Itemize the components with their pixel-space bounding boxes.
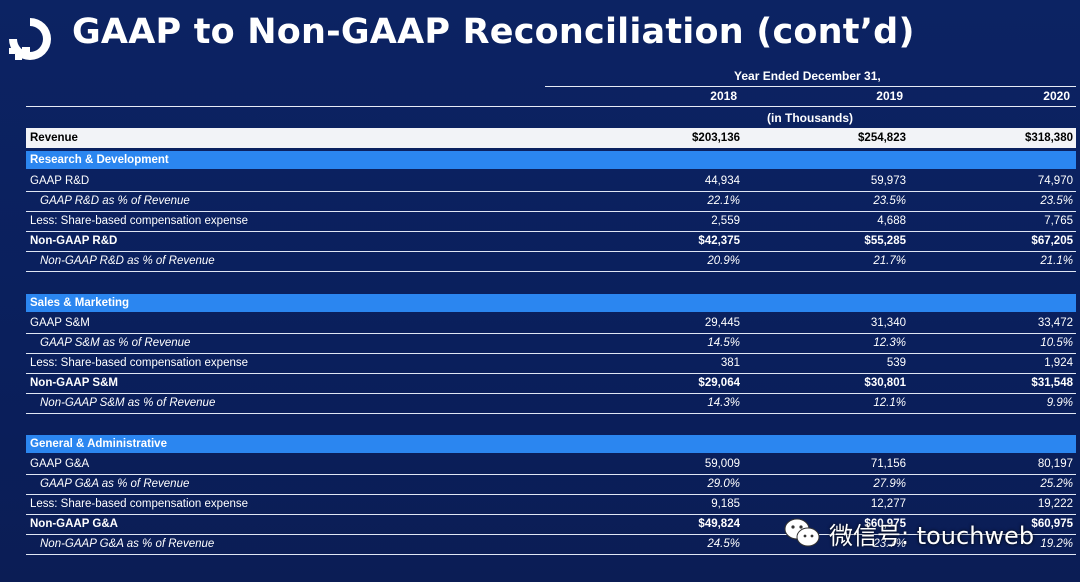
value-2018: 24.5% <box>707 538 740 550</box>
value-2018: 44,934 <box>704 175 740 187</box>
value-2018: 14.5% <box>707 337 740 349</box>
year-2020: 2020 <box>1043 89 1070 103</box>
value-2019: 23.7% <box>873 538 906 550</box>
value-2019: $30,801 <box>864 377 906 389</box>
wechat-watermark: 微信号: touchweb <box>783 515 1034 551</box>
revenue-row: Revenue $203,136 $254,823 $318,380 <box>26 128 1076 148</box>
value-2020: 74,970 <box>1037 175 1073 187</box>
value-2020: 10.5% <box>1040 337 1073 349</box>
value-2018: 2,559 <box>711 215 740 227</box>
value-2019: 27.9% <box>873 478 906 490</box>
value-2020: 33,472 <box>1037 317 1073 329</box>
value-2018: 29.0% <box>707 478 740 490</box>
value-2018: 381 <box>720 357 740 369</box>
value-2019: 12.1% <box>873 397 906 409</box>
row-label: Revenue <box>30 132 78 144</box>
value-2018: $203,136 <box>692 132 740 144</box>
value-2019: $254,823 <box>858 132 906 144</box>
year-2019: 2019 <box>876 89 903 103</box>
table-row: Less: Share-based compensation expense 3… <box>26 354 1076 374</box>
row-label: Less: Share-based compensation expense <box>30 215 249 227</box>
value-2020: 9.9% <box>1046 397 1073 409</box>
row-label: GAAP R&D <box>30 175 90 187</box>
value-2020: 7,765 <box>1044 215 1073 227</box>
table-row: Non-GAAP G&A $49,824 $60,975 $60,975 <box>26 515 1076 535</box>
value-2018: 29,445 <box>704 317 740 329</box>
year-2018: 2018 <box>710 89 737 103</box>
row-label: Non-GAAP R&D as % of Revenue <box>40 255 215 267</box>
value-2019: 12.3% <box>873 337 906 349</box>
value-2019: 4,688 <box>877 215 906 227</box>
section-ga: General & Administrative <box>26 435 1076 453</box>
value-2020: $318,380 <box>1025 132 1073 144</box>
table-row: GAAP G&A 59,009 71,156 80,197 <box>26 455 1076 475</box>
table-row: GAAP G&A as % of Revenue 29.0% 27.9% 25.… <box>26 475 1076 495</box>
value-2019: 21.7% <box>873 255 906 267</box>
row-label: Non-GAAP G&A as % of Revenue <box>40 538 215 550</box>
section-label: General & Administrative <box>30 438 167 450</box>
section-rd: Research & Development <box>26 151 1076 169</box>
table-row: Non-GAAP G&A as % of Revenue 24.5% 23.7%… <box>26 535 1076 555</box>
table-row: GAAP S&M as % of Revenue 14.5% 12.3% 10.… <box>26 334 1076 354</box>
value-2019: 12,277 <box>870 498 906 510</box>
row-label: Non-GAAP S&M as % of Revenue <box>40 397 216 409</box>
row-label: GAAP G&A as % of Revenue <box>40 478 190 490</box>
value-2018: $49,824 <box>698 518 740 530</box>
value-2019: 31,340 <box>870 317 906 329</box>
value-2018: 59,009 <box>704 458 740 470</box>
watermark-text: 微信号: touchweb <box>829 521 1035 550</box>
value-2020: 1,924 <box>1044 357 1073 369</box>
value-2020: 25.2% <box>1040 478 1073 490</box>
value-2019: 23.5% <box>873 195 906 207</box>
row-label: Non-GAAP G&A <box>30 518 118 530</box>
table-row: Non-GAAP S&M $29,064 $30,801 $31,548 <box>26 374 1076 394</box>
table-row: Less: Share-based compensation expense 2… <box>26 212 1076 232</box>
value-2020: 80,197 <box>1037 458 1073 470</box>
value-2019: $60,975 <box>864 518 906 530</box>
table-row: GAAP S&M 29,445 31,340 33,472 <box>26 314 1076 334</box>
value-2020: 19,222 <box>1037 498 1073 510</box>
value-2018: 14.3% <box>707 397 740 409</box>
page-title: GAAP to Non-GAAP Reconciliation (cont’d) <box>72 12 915 52</box>
units-label: (in Thousands) <box>767 111 853 125</box>
value-2020: $31,548 <box>1031 377 1073 389</box>
table-row: Non-GAAP R&D $42,375 $55,285 $67,205 <box>26 232 1076 252</box>
section-sm: Sales & Marketing <box>26 294 1076 312</box>
row-label: Non-GAAP S&M <box>30 377 118 389</box>
row-label: GAAP S&M <box>30 317 90 329</box>
row-label: GAAP R&D as % of Revenue <box>40 195 190 207</box>
value-2019: 539 <box>886 357 906 369</box>
table-row: Non-GAAP S&M as % of Revenue 14.3% 12.1%… <box>26 394 1076 414</box>
value-2018: 9,185 <box>711 498 740 510</box>
table-row: GAAP R&D as % of Revenue 22.1% 23.5% 23.… <box>26 192 1076 212</box>
year-underline <box>26 106 1076 107</box>
value-2020: $67,205 <box>1031 235 1073 247</box>
row-label: Less: Share-based compensation expense <box>30 357 249 369</box>
value-2018: 20.9% <box>707 255 740 267</box>
value-2019: 59,973 <box>870 175 906 187</box>
table-row: Less: Share-based compensation expense 9… <box>26 495 1076 515</box>
value-2020: 19.2% <box>1040 538 1073 550</box>
value-2018: $42,375 <box>698 235 740 247</box>
value-2020: $60,975 <box>1031 518 1073 530</box>
value-2019: $55,285 <box>864 235 906 247</box>
period-underline <box>545 86 1076 87</box>
value-2018: $29,064 <box>698 377 740 389</box>
row-label: Less: Share-based compensation expense <box>30 498 249 510</box>
wechat-icon <box>784 518 820 547</box>
row-label: GAAP S&M as % of Revenue <box>40 337 191 349</box>
digitalocean-logo <box>9 18 51 60</box>
table-row: GAAP R&D 44,934 59,973 74,970 <box>26 172 1076 192</box>
value-2018: 22.1% <box>707 195 740 207</box>
section-label: Research & Development <box>30 154 169 166</box>
section-label: Sales & Marketing <box>30 297 130 309</box>
period-header: Year Ended December 31, <box>734 69 881 83</box>
value-2020: 23.5% <box>1040 195 1073 207</box>
value-2019: 71,156 <box>870 458 906 470</box>
value-2020: 21.1% <box>1040 255 1073 267</box>
table-row: Non-GAAP R&D as % of Revenue 20.9% 21.7%… <box>26 252 1076 272</box>
row-label: GAAP G&A <box>30 458 90 470</box>
row-label: Non-GAAP R&D <box>30 235 118 247</box>
